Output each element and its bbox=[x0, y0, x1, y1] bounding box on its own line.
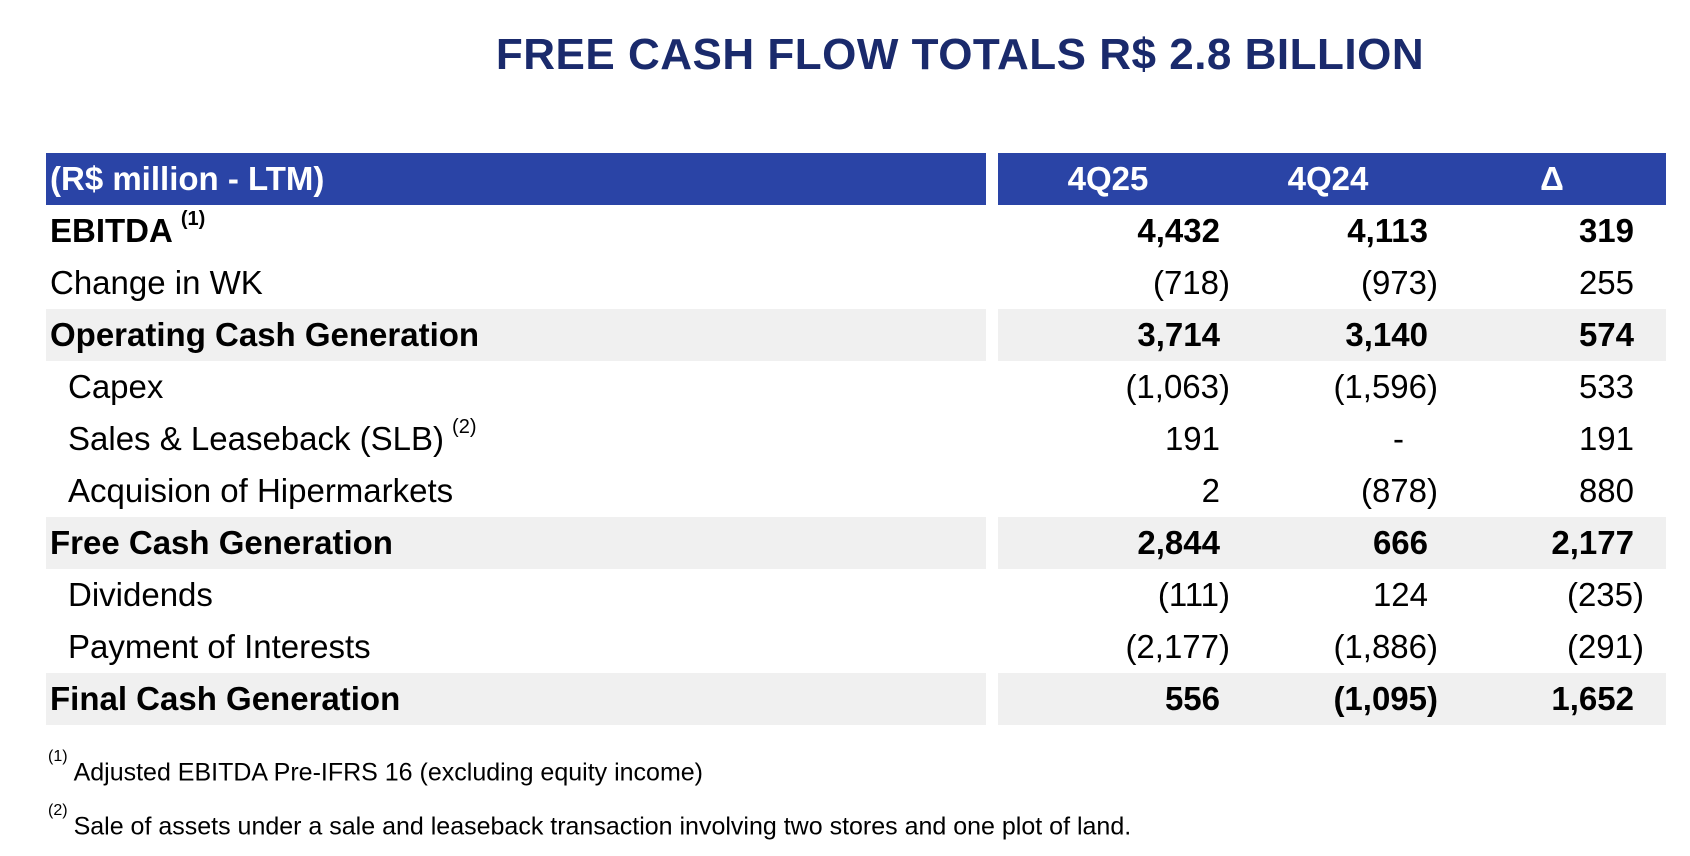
footnote-ref: (1) bbox=[180, 207, 206, 230]
header-label: (R$ million - LTM) bbox=[46, 153, 986, 205]
value-4q25: 3,714 bbox=[1137, 316, 1220, 353]
table-row: Dividends (111) 124 (235) bbox=[46, 569, 1666, 621]
header-4q25: 4Q25 bbox=[1067, 160, 1149, 197]
value-4q25: (718) bbox=[1152, 264, 1230, 301]
value-delta: 533 bbox=[1578, 368, 1634, 405]
row-label: Operating Cash Generation bbox=[46, 309, 986, 361]
footnote-2: (2) Sale of assets under a sale and lease… bbox=[48, 802, 1132, 841]
row-label: Payment of Interests bbox=[68, 628, 371, 665]
table-header-row: (R$ million - LTM) 4Q25 4Q24 Δ bbox=[46, 153, 1666, 205]
value-4q25: 4,432 bbox=[1137, 212, 1220, 249]
value-4q25: 191 bbox=[1164, 420, 1220, 457]
row-label: Change in WK bbox=[50, 264, 263, 301]
value-4q24: 3,140 bbox=[1345, 316, 1428, 353]
row-label: Capex bbox=[68, 368, 164, 405]
footnote-ref: (1) bbox=[48, 748, 68, 765]
table-row: EBITDA (1) 4,432 4,113 319 bbox=[46, 205, 1666, 257]
value-4q24: 666 bbox=[1372, 524, 1428, 561]
footnote-ref: (2) bbox=[452, 415, 477, 438]
value-delta: 255 bbox=[1578, 264, 1634, 301]
value-4q24: 124 bbox=[1372, 576, 1428, 613]
value-4q24: (1,886) bbox=[1333, 628, 1438, 665]
row-label: Acquision of Hipermarkets bbox=[68, 472, 454, 509]
footnote-1: (1) Adjusted EBITDA Pre-IFRS 16 (excludin… bbox=[48, 748, 704, 787]
value-delta: (291) bbox=[1566, 628, 1644, 665]
value-delta: 319 bbox=[1578, 212, 1634, 249]
value-4q24: (1,596) bbox=[1333, 368, 1438, 405]
row-label: Free Cash Generation bbox=[46, 517, 986, 569]
value-4q25: 2 bbox=[1201, 472, 1220, 509]
value-delta: 574 bbox=[1578, 316, 1634, 353]
table-row: Capex (1,063) (1,596) 533 bbox=[46, 361, 1666, 413]
table-row: Free Cash Generation 2,844 666 2,177 bbox=[46, 517, 1666, 569]
cash-flow-table: (R$ million - LTM) 4Q25 4Q24 Δ EBITDA (1)… bbox=[46, 153, 1666, 725]
row-label: Sales & Leaseback (SLB) bbox=[68, 420, 445, 457]
footnote-text: Adjusted EBITDA Pre-IFRS 16 (excluding e… bbox=[73, 758, 704, 787]
value-delta: 880 bbox=[1578, 472, 1634, 509]
table-row: Change in WK (718) (973) 255 bbox=[46, 257, 1666, 309]
value-4q24: - bbox=[1393, 420, 1404, 457]
page-title: FREE CASH FLOW TOTALS R$ 2.8 BILLION bbox=[495, 30, 1425, 79]
value-delta: (235) bbox=[1566, 576, 1644, 613]
table-row: Final Cash Generation 556 (1,095) 1,652 bbox=[46, 673, 1666, 725]
footnote-ref: (2) bbox=[48, 802, 68, 819]
table-row: Payment of Interests (2,177) (1,886) (29… bbox=[46, 621, 1666, 673]
value-4q24: (878) bbox=[1360, 472, 1438, 509]
table-row: Operating Cash Generation 3,714 3,140 57… bbox=[46, 309, 1666, 361]
value-4q25: 2,844 bbox=[1137, 524, 1220, 561]
value-4q25: (1,063) bbox=[1125, 368, 1230, 405]
value-delta: 191 bbox=[1578, 420, 1634, 457]
row-label: EBITDA bbox=[50, 212, 173, 249]
header-4q24: 4Q24 bbox=[1287, 160, 1369, 197]
table-row: Acquision of Hipermarkets 2 (878) 880 bbox=[46, 465, 1666, 517]
value-delta: 2,177 bbox=[1551, 524, 1634, 561]
value-delta: 1,652 bbox=[1551, 680, 1634, 717]
value-4q25: (2,177) bbox=[1125, 628, 1230, 665]
row-label: Final Cash Generation bbox=[46, 673, 986, 725]
header-delta: Δ bbox=[1540, 160, 1564, 197]
row-label: Dividends bbox=[68, 576, 213, 613]
value-4q25: 556 bbox=[1164, 680, 1220, 717]
value-4q24: (1,095) bbox=[1333, 680, 1438, 717]
value-4q24: (973) bbox=[1360, 264, 1438, 301]
footnote-text: Sale of assets under a sale and leasebac… bbox=[73, 812, 1132, 841]
table-row: Sales & Leaseback (SLB) (2) 191 - 191 bbox=[46, 413, 1666, 465]
value-4q24: 4,113 bbox=[1347, 212, 1428, 249]
value-4q25: (111) bbox=[1157, 576, 1230, 613]
